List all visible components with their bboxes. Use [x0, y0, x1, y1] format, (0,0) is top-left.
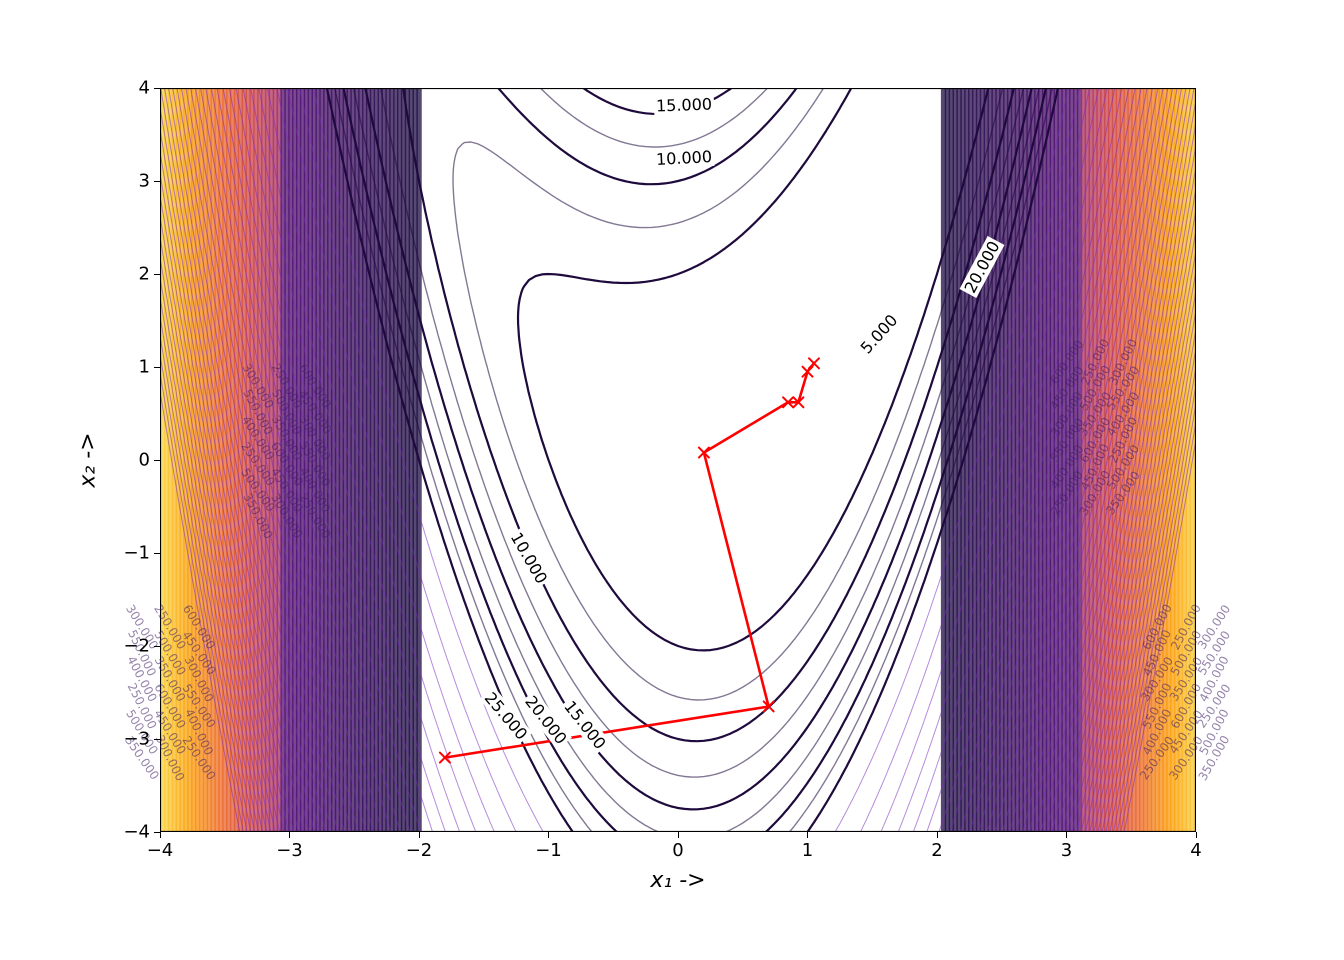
- contour-label: 15.000: [654, 94, 715, 115]
- x-tick-label: −3: [276, 840, 303, 861]
- y-axis-label: x₂ ->: [76, 432, 101, 487]
- x-tick-label: 3: [1061, 840, 1072, 861]
- x-tick-label: 2: [931, 840, 942, 861]
- x-tick-label: −2: [406, 840, 433, 861]
- x-tick-label: 1: [802, 840, 813, 861]
- y-tick-label: −3: [123, 729, 150, 750]
- x-tick-label: 0: [672, 840, 683, 861]
- plot-area: 15.00010.0005.00020.00010.00025.00020.00…: [160, 88, 1196, 832]
- x-tick-label: −4: [147, 840, 174, 861]
- y-tick-label: 2: [139, 264, 150, 285]
- x-tick-label: −1: [535, 840, 562, 861]
- y-tick-label: 0: [139, 450, 150, 471]
- x-axis-label: x₁ ->: [650, 868, 705, 893]
- y-tick-label: −4: [123, 822, 150, 843]
- y-tick-label: −2: [123, 636, 150, 657]
- y-tick-label: 4: [139, 78, 150, 99]
- y-tick-label: −1: [123, 543, 150, 564]
- y-tick-label: 3: [139, 171, 150, 192]
- y-tick-label: 1: [139, 357, 150, 378]
- x-tick-label: 4: [1190, 840, 1201, 861]
- contour-label: 10.000: [654, 147, 715, 169]
